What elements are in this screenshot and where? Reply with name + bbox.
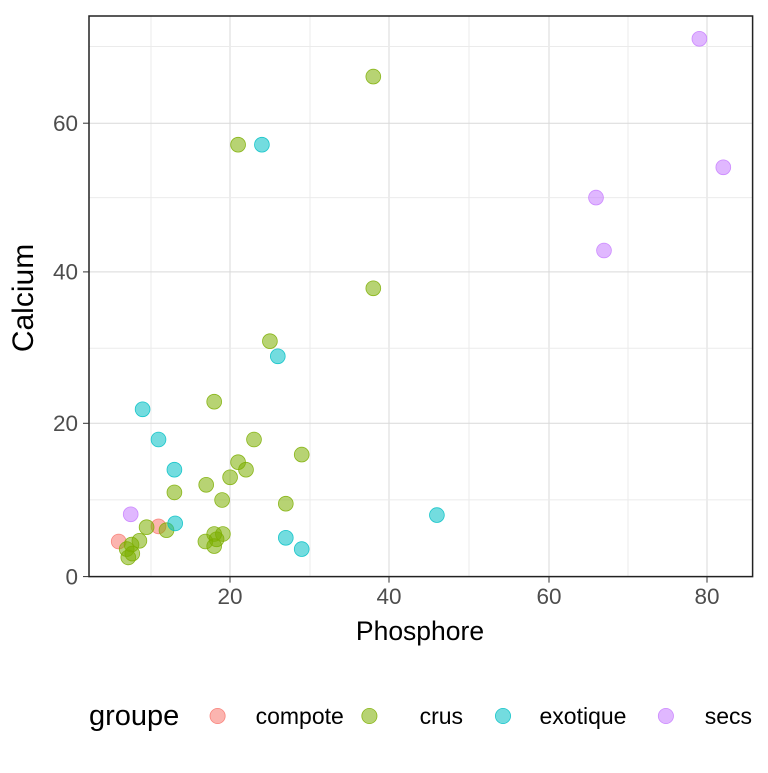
svg-text:80: 80 (694, 584, 719, 609)
svg-text:crus: crus (420, 703, 463, 729)
svg-text:Phosphore: Phosphore (356, 616, 484, 646)
svg-text:40: 40 (376, 584, 401, 609)
svg-text:20: 20 (217, 584, 242, 609)
svg-text:20: 20 (53, 411, 78, 436)
svg-text:Calcium: Calcium (7, 244, 40, 352)
svg-text:groupe: groupe (89, 700, 179, 732)
svg-text:60: 60 (536, 584, 561, 609)
svg-text:secs: secs (705, 703, 752, 729)
svg-text:compote: compote (256, 703, 344, 729)
svg-text:60: 60 (53, 111, 78, 136)
svg-text:0: 0 (65, 564, 78, 589)
svg-text:40: 40 (53, 260, 78, 285)
svg-text:exotique: exotique (540, 703, 627, 729)
